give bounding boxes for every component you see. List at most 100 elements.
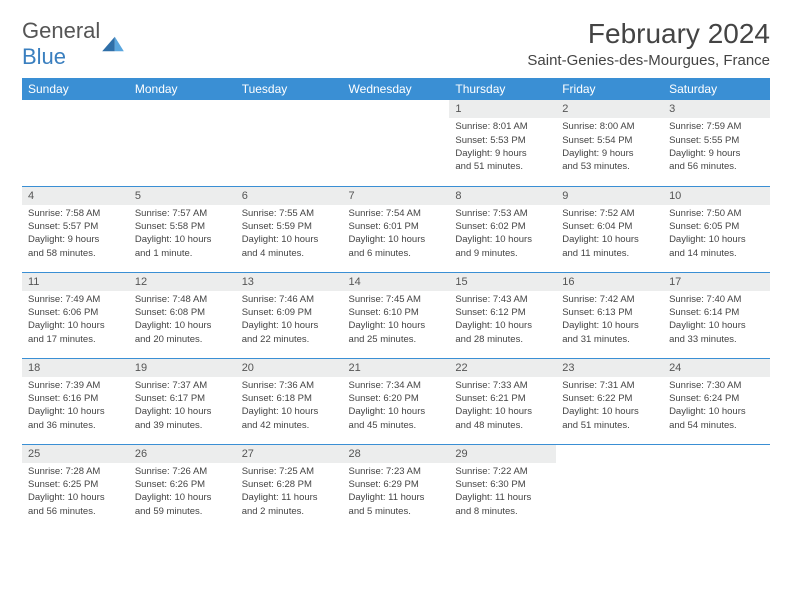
calendar-cell: 28Sunrise: 7:23 AMSunset: 6:29 PMDayligh… bbox=[343, 444, 450, 530]
day-daylight2: and 31 minutes. bbox=[562, 334, 657, 346]
calendar-week: 1Sunrise: 8:01 AMSunset: 5:53 PMDaylight… bbox=[22, 100, 770, 186]
day-content: Sunrise: 7:43 AMSunset: 6:12 PMDaylight:… bbox=[449, 291, 556, 351]
calendar-cell: 24Sunrise: 7:30 AMSunset: 6:24 PMDayligh… bbox=[663, 358, 770, 444]
day-sunset: Sunset: 6:02 PM bbox=[455, 221, 550, 233]
day-daylight2: and 9 minutes. bbox=[455, 248, 550, 260]
day-daylight2: and 8 minutes. bbox=[455, 506, 550, 518]
day-number: 24 bbox=[663, 359, 770, 377]
day-daylight1: Daylight: 10 hours bbox=[562, 234, 657, 246]
title-block: February 2024 Saint-Genies-des-Mourgues,… bbox=[527, 18, 770, 69]
day-number: 5 bbox=[129, 187, 236, 205]
day-number: 16 bbox=[556, 273, 663, 291]
day-sunrise: Sunrise: 7:25 AM bbox=[242, 466, 337, 478]
day-number: 8 bbox=[449, 187, 556, 205]
day-content: Sunrise: 7:46 AMSunset: 6:09 PMDaylight:… bbox=[236, 291, 343, 351]
day-content: Sunrise: 8:00 AMSunset: 5:54 PMDaylight:… bbox=[556, 118, 663, 178]
day-number-empty bbox=[663, 445, 770, 463]
day-daylight1: Daylight: 10 hours bbox=[562, 406, 657, 418]
day-number: 22 bbox=[449, 359, 556, 377]
day-sunset: Sunset: 6:09 PM bbox=[242, 307, 337, 319]
day-daylight2: and 54 minutes. bbox=[669, 420, 764, 432]
day-sunset: Sunset: 6:13 PM bbox=[562, 307, 657, 319]
day-daylight2: and 17 minutes. bbox=[28, 334, 123, 346]
day-content: Sunrise: 7:33 AMSunset: 6:21 PMDaylight:… bbox=[449, 377, 556, 437]
day-daylight2: and 48 minutes. bbox=[455, 420, 550, 432]
calendar-cell: 10Sunrise: 7:50 AMSunset: 6:05 PMDayligh… bbox=[663, 186, 770, 272]
day-number: 9 bbox=[556, 187, 663, 205]
calendar-cell: 25Sunrise: 7:28 AMSunset: 6:25 PMDayligh… bbox=[22, 444, 129, 530]
calendar-header-row: Sunday Monday Tuesday Wednesday Thursday… bbox=[22, 78, 770, 100]
day-daylight1: Daylight: 10 hours bbox=[28, 406, 123, 418]
dayhdr-saturday: Saturday bbox=[663, 78, 770, 100]
day-content: Sunrise: 7:57 AMSunset: 5:58 PMDaylight:… bbox=[129, 205, 236, 265]
day-number: 27 bbox=[236, 445, 343, 463]
day-sunrise: Sunrise: 7:26 AM bbox=[135, 466, 230, 478]
day-sunrise: Sunrise: 7:34 AM bbox=[349, 380, 444, 392]
calendar-cell: 29Sunrise: 7:22 AMSunset: 6:30 PMDayligh… bbox=[449, 444, 556, 530]
day-sunrise: Sunrise: 8:00 AM bbox=[562, 121, 657, 133]
calendar-cell: 22Sunrise: 7:33 AMSunset: 6:21 PMDayligh… bbox=[449, 358, 556, 444]
day-content: Sunrise: 7:26 AMSunset: 6:26 PMDaylight:… bbox=[129, 463, 236, 523]
day-daylight1: Daylight: 10 hours bbox=[242, 320, 337, 332]
day-daylight2: and 22 minutes. bbox=[242, 334, 337, 346]
day-content: Sunrise: 7:30 AMSunset: 6:24 PMDaylight:… bbox=[663, 377, 770, 437]
calendar-cell bbox=[343, 100, 450, 186]
day-daylight1: Daylight: 10 hours bbox=[135, 320, 230, 332]
calendar-cell: 12Sunrise: 7:48 AMSunset: 6:08 PMDayligh… bbox=[129, 272, 236, 358]
calendar-cell bbox=[663, 444, 770, 530]
day-daylight1: Daylight: 11 hours bbox=[242, 492, 337, 504]
day-daylight2: and 11 minutes. bbox=[562, 248, 657, 260]
day-content: Sunrise: 7:53 AMSunset: 6:02 PMDaylight:… bbox=[449, 205, 556, 265]
day-sunset: Sunset: 6:10 PM bbox=[349, 307, 444, 319]
day-daylight1: Daylight: 10 hours bbox=[669, 320, 764, 332]
day-content: Sunrise: 7:37 AMSunset: 6:17 PMDaylight:… bbox=[129, 377, 236, 437]
day-daylight1: Daylight: 10 hours bbox=[135, 492, 230, 504]
day-number: 14 bbox=[343, 273, 450, 291]
day-daylight2: and 25 minutes. bbox=[349, 334, 444, 346]
day-daylight1: Daylight: 10 hours bbox=[349, 234, 444, 246]
calendar-cell: 27Sunrise: 7:25 AMSunset: 6:28 PMDayligh… bbox=[236, 444, 343, 530]
dayhdr-tuesday: Tuesday bbox=[236, 78, 343, 100]
day-number: 20 bbox=[236, 359, 343, 377]
day-sunrise: Sunrise: 7:40 AM bbox=[669, 294, 764, 306]
day-daylight1: Daylight: 10 hours bbox=[28, 492, 123, 504]
day-sunrise: Sunrise: 7:57 AM bbox=[135, 208, 230, 220]
day-sunrise: Sunrise: 7:58 AM bbox=[28, 208, 123, 220]
day-daylight1: Daylight: 10 hours bbox=[242, 406, 337, 418]
day-daylight2: and 59 minutes. bbox=[135, 506, 230, 518]
day-content: Sunrise: 7:31 AMSunset: 6:22 PMDaylight:… bbox=[556, 377, 663, 437]
logo-triangle-icon bbox=[102, 35, 124, 53]
day-daylight1: Daylight: 10 hours bbox=[349, 406, 444, 418]
day-sunset: Sunset: 5:57 PM bbox=[28, 221, 123, 233]
day-content: Sunrise: 7:50 AMSunset: 6:05 PMDaylight:… bbox=[663, 205, 770, 265]
day-sunset: Sunset: 6:29 PM bbox=[349, 479, 444, 491]
day-sunset: Sunset: 6:26 PM bbox=[135, 479, 230, 491]
day-sunrise: Sunrise: 7:45 AM bbox=[349, 294, 444, 306]
day-number: 10 bbox=[663, 187, 770, 205]
day-sunset: Sunset: 5:59 PM bbox=[242, 221, 337, 233]
day-daylight2: and 51 minutes. bbox=[562, 420, 657, 432]
logo-text-blue: Blue bbox=[22, 44, 66, 69]
day-sunset: Sunset: 6:05 PM bbox=[669, 221, 764, 233]
day-content: Sunrise: 7:22 AMSunset: 6:30 PMDaylight:… bbox=[449, 463, 556, 523]
calendar-cell: 17Sunrise: 7:40 AMSunset: 6:14 PMDayligh… bbox=[663, 272, 770, 358]
day-content: Sunrise: 7:34 AMSunset: 6:20 PMDaylight:… bbox=[343, 377, 450, 437]
day-daylight2: and 20 minutes. bbox=[135, 334, 230, 346]
day-number: 28 bbox=[343, 445, 450, 463]
day-sunset: Sunset: 6:18 PM bbox=[242, 393, 337, 405]
day-sunset: Sunset: 6:12 PM bbox=[455, 307, 550, 319]
day-daylight2: and 1 minute. bbox=[135, 248, 230, 260]
day-daylight2: and 58 minutes. bbox=[28, 248, 123, 260]
day-sunrise: Sunrise: 7:39 AM bbox=[28, 380, 123, 392]
dayhdr-monday: Monday bbox=[129, 78, 236, 100]
day-daylight2: and 39 minutes. bbox=[135, 420, 230, 432]
day-number: 13 bbox=[236, 273, 343, 291]
day-daylight1: Daylight: 10 hours bbox=[669, 406, 764, 418]
calendar-cell bbox=[22, 100, 129, 186]
day-number: 26 bbox=[129, 445, 236, 463]
day-daylight1: Daylight: 9 hours bbox=[28, 234, 123, 246]
day-number: 2 bbox=[556, 100, 663, 118]
day-daylight2: and 56 minutes. bbox=[28, 506, 123, 518]
day-sunrise: Sunrise: 7:23 AM bbox=[349, 466, 444, 478]
day-daylight2: and 56 minutes. bbox=[669, 161, 764, 173]
